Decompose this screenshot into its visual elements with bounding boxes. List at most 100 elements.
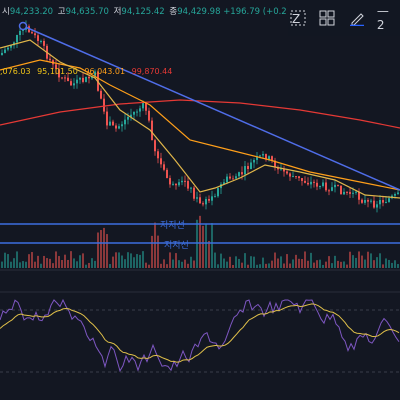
moving-averages (0, 39, 400, 199)
volume-bar (217, 264, 219, 268)
support-label-2: 지지선 (164, 241, 189, 251)
candle-body (157, 151, 159, 159)
candle-body (304, 180, 306, 183)
candle-body (55, 64, 57, 70)
candle-body (319, 186, 321, 188)
candle-body (301, 178, 303, 181)
volume-bar (157, 235, 159, 268)
candle-body (334, 184, 336, 188)
volume-bar (364, 259, 366, 268)
candle-body (175, 183, 177, 186)
candle-body (328, 190, 330, 192)
candle-body (184, 180, 186, 182)
candle-body (82, 77, 84, 82)
candle-body (139, 108, 141, 112)
candle-body (379, 200, 381, 205)
trend-line-anchor[interactable] (18, 21, 28, 31)
volume-bar (100, 230, 102, 268)
candle-body (295, 176, 297, 178)
candle-body (232, 178, 234, 180)
candle-body (394, 194, 396, 196)
volume-bar (55, 251, 57, 268)
volume-bar (97, 232, 99, 268)
candle-body (292, 176, 294, 178)
candle-body (70, 81, 72, 86)
volume-bar (307, 260, 309, 268)
volume-bar (256, 264, 258, 268)
volume-bar (181, 261, 183, 268)
volume-bar (271, 260, 273, 268)
volume-bar (343, 261, 345, 268)
ohlc-readout: 시94,233.20 고94,635.70 저94,125.42 종94,429… (0, 5, 287, 17)
trend-line[interactable] (22, 25, 400, 191)
volume-bar (199, 215, 201, 268)
volume-bar (58, 256, 60, 268)
volume-bar (220, 253, 222, 268)
pencil-button[interactable] (347, 6, 367, 30)
candle-body (10, 45, 12, 48)
volume-bar (175, 253, 177, 268)
candle-body (367, 200, 369, 202)
volume-bar (340, 261, 342, 268)
candle-body (307, 182, 309, 185)
candle-body (238, 172, 240, 177)
line-tool-button[interactable]: — 2 (377, 4, 396, 32)
candle-body (346, 191, 348, 193)
volume-bar (13, 258, 15, 268)
candle-body (22, 29, 24, 31)
volume-bar (361, 255, 363, 268)
volume-bar (10, 261, 12, 268)
volume-bar (67, 259, 69, 268)
drawing-toolbar: Z — 2 (288, 0, 400, 36)
volume-bar (352, 255, 354, 268)
volume-bar (133, 257, 135, 268)
volume-bar (391, 262, 393, 268)
candle-body (115, 125, 117, 129)
volume-bar (136, 254, 138, 268)
volume-bar (262, 257, 264, 268)
candle-body (199, 197, 201, 204)
volume-bar (88, 262, 90, 268)
volume-bar (247, 264, 249, 268)
candle-body (241, 172, 243, 175)
grid-button[interactable] (318, 6, 338, 30)
candle-body (322, 182, 324, 187)
volume-bar (19, 262, 21, 268)
candle-body (208, 198, 210, 201)
candle-body (310, 181, 312, 185)
change-value: +196.79 (+0.2 (223, 7, 287, 17)
pencil-icon (350, 13, 365, 26)
candle-body (154, 140, 156, 152)
volume-bar (169, 252, 171, 268)
candle-body (172, 183, 174, 185)
candle-body (37, 35, 39, 41)
volume-bar (229, 256, 231, 268)
ma-short-line (0, 39, 400, 199)
candle-body (94, 71, 96, 77)
candle-body (187, 181, 189, 189)
volume-bar (127, 252, 129, 268)
volume-bar (358, 251, 360, 268)
candle-body (58, 69, 60, 78)
volume-bar (190, 256, 192, 268)
candle-body (262, 154, 264, 156)
volume-bar (268, 263, 270, 268)
candle-body (148, 110, 150, 121)
candle-body (388, 198, 390, 202)
candle-body (76, 79, 78, 84)
zoom-button[interactable]: Z (288, 6, 308, 30)
low-label: 저 (113, 7, 122, 17)
ma-value-3: 96,043.01 (84, 67, 126, 76)
volume-bars (1, 215, 399, 268)
volume-bar (397, 264, 399, 268)
candle-body (211, 196, 213, 201)
volume-bar (91, 258, 93, 268)
volume-bar (232, 264, 234, 268)
ma-value-2: 95,101.50 (37, 67, 78, 76)
volume-bar (130, 253, 132, 268)
volume-bar (112, 256, 114, 268)
rsi-indicator (0, 298, 400, 373)
candle-body (130, 114, 132, 117)
volume-bar (301, 258, 303, 268)
